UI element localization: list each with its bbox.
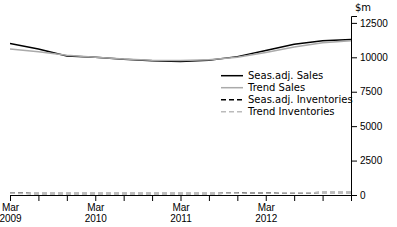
- y-tick-label: 12500: [360, 18, 388, 29]
- x-axis-line: [11, 196, 352, 202]
- chart: Mar2009Mar2010Mar2011Mar2012025005000750…: [0, 0, 397, 227]
- lines: [10, 39, 351, 193]
- legend-label: Trend Inventories: [247, 106, 335, 117]
- legend-item: Seas.adj. Inventories: [221, 94, 353, 105]
- x-tick-mark: [95, 195, 96, 201]
- x-tick-mark: [124, 195, 125, 201]
- x-tick: [152, 195, 153, 201]
- y-tick: 2500: [351, 155, 383, 166]
- x-tick-mark: [266, 195, 267, 201]
- x-tick: Mar2010: [85, 195, 108, 224]
- y-tick: 0: [351, 190, 366, 201]
- y-tick-mark: [351, 23, 357, 24]
- y-tick: 5000: [351, 121, 383, 132]
- x-tick-label-line: 2009: [0, 213, 22, 224]
- x-tick: [67, 195, 68, 201]
- series-line: [10, 41, 351, 61]
- x-tick-mark: [67, 195, 68, 201]
- x-tick-label-line: 2012: [255, 213, 278, 224]
- y-axis-line: [352, 17, 358, 196]
- y-tick-mark: [351, 57, 357, 58]
- x-tick-label-line: Mar: [258, 202, 276, 213]
- x-tick: [323, 195, 324, 201]
- x-tick: [124, 195, 125, 201]
- x-tick: Mar2011: [170, 195, 192, 224]
- legend-label: Seas.adj. Sales: [248, 70, 323, 81]
- x-tick: [294, 195, 295, 201]
- x-tick-label-line: Mar: [87, 202, 105, 213]
- x-tick-label: Mar2009: [0, 202, 22, 224]
- legend-swatch: [221, 75, 243, 77]
- y-tick: 10000: [351, 52, 388, 63]
- legend-label: Trend Sales: [247, 82, 305, 93]
- x-tick: Mar2009: [0, 195, 22, 224]
- y-tick: 12500: [351, 18, 388, 29]
- x-tick: [237, 195, 238, 201]
- x-tick-mark: [209, 195, 210, 201]
- x-tick-label: Mar2010: [85, 202, 108, 224]
- x-tick-mark: [294, 195, 295, 201]
- x-tick-mark: [10, 195, 11, 201]
- y-tick-mark: [351, 161, 357, 162]
- x-tick: [38, 195, 39, 201]
- y-tick-mark: [351, 92, 357, 93]
- x-axis: Mar2009Mar2010Mar2011Mar2012: [0, 195, 352, 224]
- series-line: [10, 193, 351, 194]
- y-tick-mark: [351, 126, 357, 127]
- x-tick-label-line: Mar: [172, 202, 190, 213]
- x-tick-label-line: Mar: [2, 202, 20, 213]
- x-tick-mark: [181, 195, 182, 201]
- legend-label: Seas.adj. Inventories: [248, 94, 353, 105]
- y-axis-label: $m: [355, 2, 371, 13]
- series-line: [10, 39, 351, 61]
- x-tick-label: Mar2011: [170, 202, 192, 224]
- y-tick-mark: [351, 195, 357, 196]
- legend-item: Trend Sales: [221, 82, 305, 93]
- legend-swatch: [221, 111, 243, 113]
- x-tick-mark: [323, 195, 324, 201]
- y-tick-label: 10000: [360, 52, 388, 63]
- x-tick-mark: [237, 195, 238, 201]
- legend: Seas.adj. SalesTrend SalesSeas.adj. Inve…: [221, 70, 353, 117]
- y-tick-label: 0: [360, 190, 366, 201]
- y-tick-label: 5000: [360, 121, 383, 132]
- y-axis: 0 2500 5000 7500 10000 12500: [351, 17, 388, 201]
- x-tick-mark: [152, 195, 153, 201]
- legend-item: Seas.adj. Sales: [221, 70, 323, 81]
- plot: Mar2009Mar2010Mar2011Mar2012025005000750…: [0, 2, 388, 224]
- legend-swatch: [221, 87, 243, 89]
- series-line: [10, 193, 351, 194]
- x-tick-label: Mar2012: [255, 202, 278, 224]
- x-tick: [209, 195, 210, 201]
- x-tick-label-line: 2011: [170, 213, 192, 224]
- legend-item: Trend Inventories: [221, 106, 335, 117]
- x-tick: Mar2012: [255, 195, 278, 224]
- x-tick-label-line: 2010: [85, 213, 108, 224]
- legend-swatch: [221, 99, 243, 101]
- x-tick-mark: [38, 195, 39, 201]
- y-tick: 7500: [351, 86, 383, 97]
- y-tick-label: 2500: [360, 155, 383, 166]
- y-tick-label: 7500: [360, 86, 383, 97]
